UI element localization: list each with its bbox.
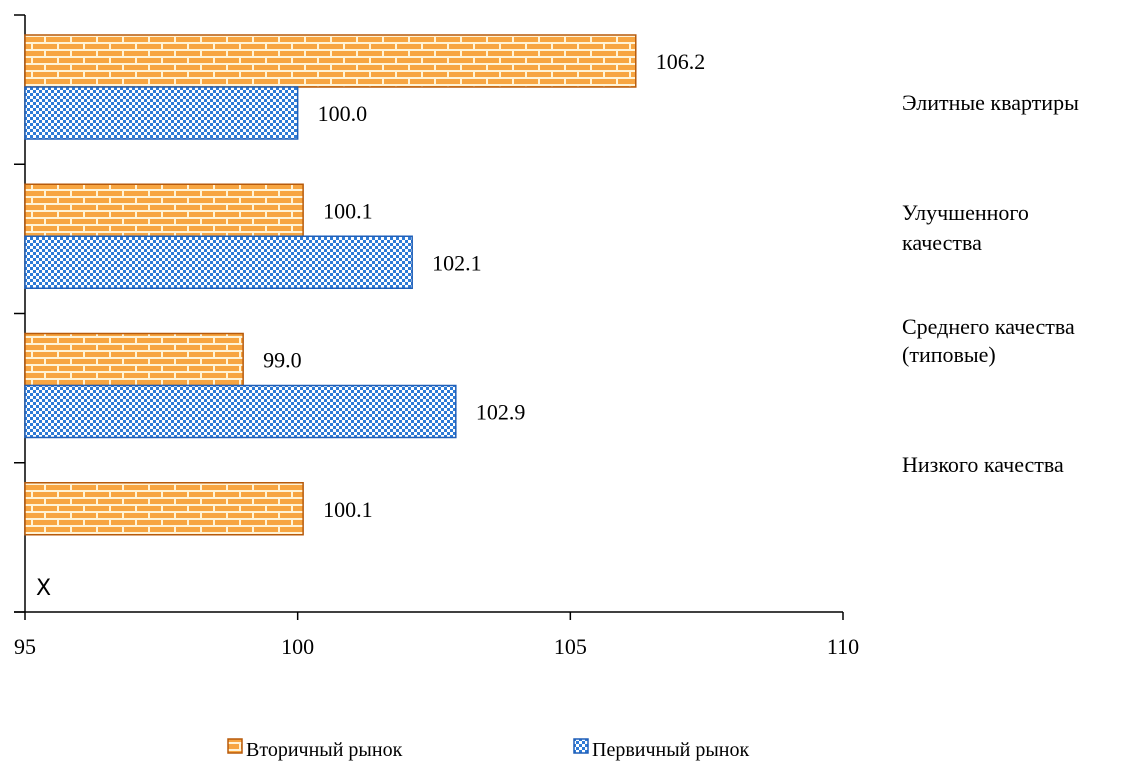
data-label: 99.0	[263, 348, 302, 373]
data-label: 102.1	[432, 250, 482, 275]
category-label: Улучшенного	[902, 200, 1029, 225]
bar-secondary	[24, 183, 304, 237]
missing-value-marker: X	[36, 576, 51, 601]
category-label: качества	[902, 230, 982, 255]
data-label: 100.0	[318, 101, 368, 126]
x-tick-label: 110	[827, 634, 859, 659]
legend-primary-swatch	[573, 738, 589, 754]
bar-secondary	[24, 332, 244, 387]
category-label: Среднего качества	[902, 314, 1075, 339]
x-tick-label: 105	[554, 634, 587, 659]
category-label: Элитные квартиры	[902, 90, 1079, 115]
legend-secondary-swatch	[227, 738, 243, 754]
bar-secondary	[24, 34, 637, 88]
x-tick-label: 100	[281, 634, 314, 659]
data-label: 100.1	[323, 198, 373, 223]
data-label: 100.1	[323, 497, 373, 522]
bar-primary	[24, 384, 457, 439]
legend-secondary-label: Вторичный рынок	[246, 739, 403, 761]
category-label: Низкого качества	[902, 452, 1064, 477]
legend-primary-label: Первичный рынок	[592, 739, 750, 761]
data-label: 102.9	[476, 400, 526, 425]
bar-secondary	[24, 482, 304, 536]
category-label: (типовые)	[902, 342, 996, 367]
bar-primary	[24, 86, 299, 140]
data-label: 106.2	[656, 49, 706, 74]
bar-primary	[24, 235, 413, 289]
x-tick-label: 95	[14, 634, 36, 659]
